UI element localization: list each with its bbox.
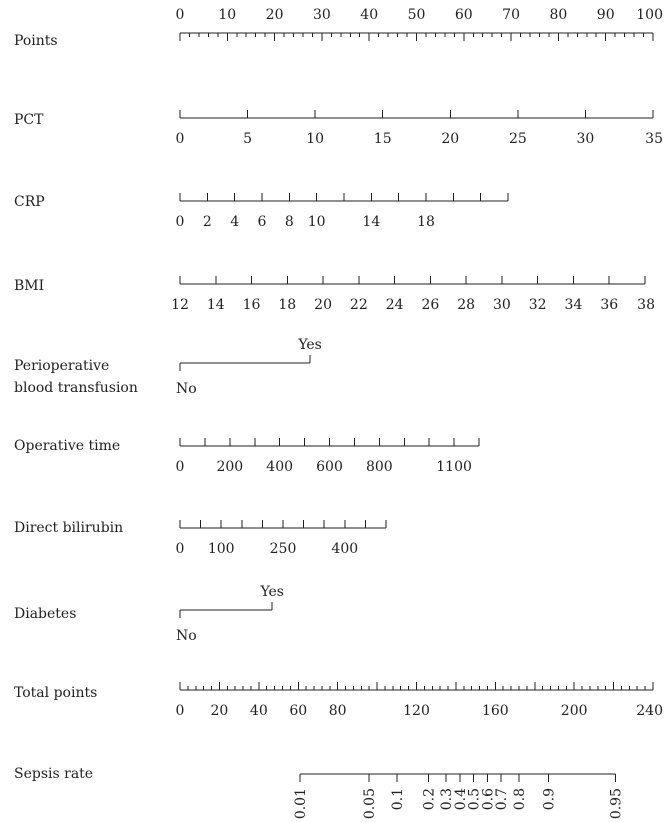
pct-tick-label: 15 <box>374 131 392 147</box>
pct-tick-label: 5 <box>243 131 252 147</box>
operative-time-label: Operative time <box>14 438 120 454</box>
total-points-tick-label: 200 <box>561 703 588 719</box>
points-tick-label: 60 <box>455 7 473 23</box>
operative-time-tick-label: 200 <box>216 459 243 475</box>
sepsis-rate-tick-label: 0.3 <box>439 788 455 810</box>
diabetes-category-yes: Yes <box>259 584 284 600</box>
direct-bilirubin-label: Direct bilirubin <box>14 520 123 536</box>
sepsis-rate-label: Sepsis rate <box>14 766 93 782</box>
sepsis-rate-tick-label: 0.2 <box>421 788 437 810</box>
direct-bilirubin-tick-label: 0 <box>176 541 185 557</box>
diabetes-category-no: No <box>176 628 197 644</box>
points-tick-label: 90 <box>597 7 615 23</box>
bmi-tick-label: 28 <box>457 297 475 313</box>
pct-tick-label: 30 <box>577 131 595 147</box>
crp-tick-label: 2 <box>203 214 212 230</box>
points-tick-label: 70 <box>502 7 520 23</box>
points-label: Points <box>14 33 58 49</box>
points-tick-label: 40 <box>360 7 378 23</box>
points-tick-label: 50 <box>408 7 426 23</box>
bmi-tick-label: 36 <box>600 297 618 313</box>
crp-tick-label: 14 <box>362 214 380 230</box>
diabetes-label: Diabetes <box>14 606 76 622</box>
direct-bilirubin-tick-label: 400 <box>331 541 358 557</box>
pct-tick-label: 20 <box>441 131 459 147</box>
sepsis-rate-tick-label: 0.6 <box>480 788 496 810</box>
bmi-tick-label: 12 <box>171 297 189 313</box>
perioperative-blood-transfusion-category-yes: Yes <box>297 337 322 353</box>
operative-time-tick-label: 800 <box>366 459 393 475</box>
operative-time-tick-label: 400 <box>266 459 293 475</box>
total-points-label: Total points <box>14 685 97 701</box>
crp-tick-label: 0 <box>176 214 185 230</box>
sepsis-rate-tick-label: 0.5 <box>467 788 483 810</box>
bmi-tick-label: 38 <box>637 297 655 313</box>
perioperative-blood-transfusion-label-line-1: Perioperative <box>14 358 109 374</box>
total-points-tick-label: 40 <box>250 703 268 719</box>
total-points-tick-label: 20 <box>211 703 229 719</box>
direct-bilirubin-tick-label: 250 <box>270 541 297 557</box>
sepsis-rate-tick-label: 0.01 <box>293 788 309 819</box>
pct-tick-label: 0 <box>176 131 185 147</box>
total-points-tick-label: 0 <box>176 703 185 719</box>
points-tick-label: 10 <box>218 7 236 23</box>
total-points-tick-label: 80 <box>329 703 347 719</box>
points-tick-label: 100 <box>636 7 663 23</box>
sepsis-rate-tick-label: 0.95 <box>609 788 625 819</box>
pct-tick-label: 25 <box>509 131 527 147</box>
crp-tick-label: 6 <box>258 214 267 230</box>
operative-time-tick-label: 600 <box>316 459 343 475</box>
operative-time-tick-label: 0 <box>176 459 185 475</box>
total-points-tick-label: 240 <box>636 703 663 719</box>
sepsis-rate-tick-label: 0.7 <box>494 788 510 810</box>
points-tick-label: 0 <box>176 7 185 23</box>
direct-bilirubin-tick-label: 100 <box>208 541 235 557</box>
sepsis-rate-tick-label: 0.4 <box>453 788 469 810</box>
points-tick-label: 20 <box>266 7 284 23</box>
crp-tick-label: 10 <box>308 214 326 230</box>
perioperative-blood-transfusion-category-no: No <box>176 381 197 397</box>
bmi-tick-label: 14 <box>207 297 225 313</box>
bmi-label: BMI <box>14 278 44 294</box>
bmi-tick-label: 18 <box>278 297 296 313</box>
pct-tick-label: 10 <box>306 131 324 147</box>
sepsis-rate-tick-label: 0.8 <box>512 788 528 810</box>
bmi-tick-label: 34 <box>565 297 583 313</box>
total-points-tick-label: 60 <box>289 703 307 719</box>
points-tick-label: 30 <box>313 7 331 23</box>
crp-tick-label: 8 <box>285 214 294 230</box>
sepsis-rate-tick-label: 0.1 <box>390 788 406 810</box>
bmi-tick-label: 22 <box>350 297 368 313</box>
operative-time-tick-label: 1100 <box>436 459 472 475</box>
bmi-tick-label: 30 <box>493 297 511 313</box>
bmi-tick-label: 26 <box>421 297 439 313</box>
bmi-tick-label: 32 <box>529 297 547 313</box>
bmi-tick-label: 24 <box>386 297 404 313</box>
sepsis-rate-tick-label: 0.05 <box>362 788 378 819</box>
pct-tick-label: 35 <box>645 131 663 147</box>
crp-tick-label: 18 <box>417 214 435 230</box>
bmi-tick-label: 20 <box>314 297 332 313</box>
sepsis-rate-tick-label: 0.9 <box>542 788 558 810</box>
crp-tick-label: 4 <box>230 214 239 230</box>
perioperative-blood-transfusion-label-line-2: blood transfusion <box>14 380 138 396</box>
pct-label: PCT <box>14 112 44 128</box>
total-points-tick-label: 160 <box>482 703 509 719</box>
points-tick-label: 80 <box>549 7 567 23</box>
crp-label: CRP <box>14 194 45 210</box>
total-points-tick-label: 120 <box>403 703 430 719</box>
bmi-tick-label: 16 <box>243 297 261 313</box>
